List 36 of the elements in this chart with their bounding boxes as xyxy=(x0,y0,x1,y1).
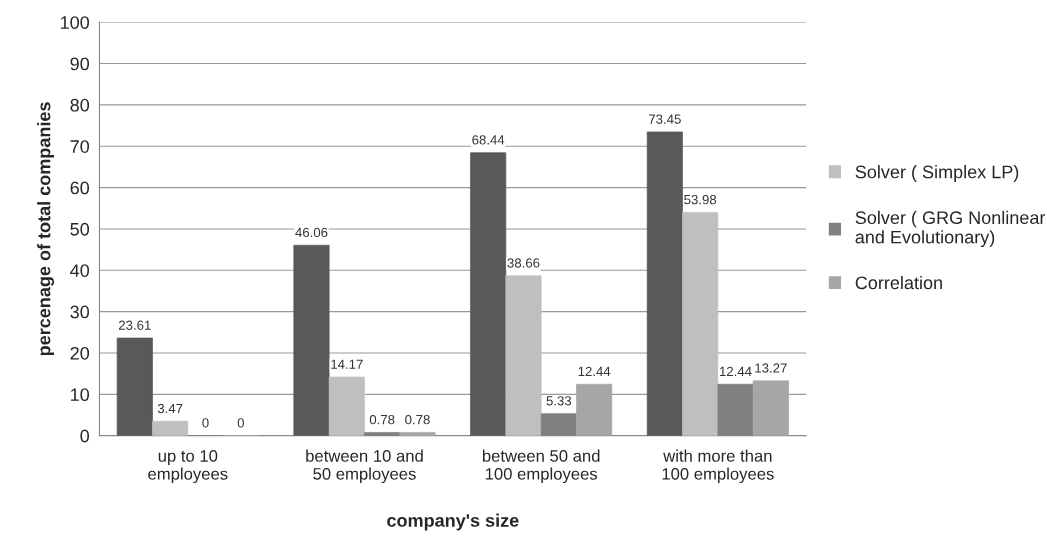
legend-label: Solver ( GRG Nonlinear and Evolutionary) xyxy=(855,210,1046,248)
y-tick-label: 50 xyxy=(70,222,90,236)
data-label: 0 xyxy=(237,418,244,428)
data-label: 46.06 xyxy=(295,227,328,238)
data-label: 53.98 xyxy=(684,194,717,205)
y-axis-title: percenage of total companies xyxy=(37,102,55,356)
x-tick-label: with more than 100 employees xyxy=(662,449,774,484)
x-tick-label: up to 10 employees xyxy=(148,450,228,484)
data-label: 38.66 xyxy=(507,258,540,268)
data-label: 13.27 xyxy=(755,363,787,373)
data-label: 73.45 xyxy=(649,114,681,124)
legend-label: Solver ( Simplex LP) xyxy=(855,165,1019,182)
y-tick-label: 90 xyxy=(70,57,90,71)
y-tick-label: 0 xyxy=(80,429,90,443)
data-label: 3.47 xyxy=(157,403,183,414)
data-label: 0.78 xyxy=(369,414,395,425)
x-axis-title: company's size xyxy=(387,513,519,531)
y-tick-label: 30 xyxy=(70,305,90,319)
y-tick-label: 70 xyxy=(70,140,90,153)
y-tick-label: 10 xyxy=(71,388,90,402)
data-label: 12.44 xyxy=(720,366,752,376)
x-tick-label: between 50 and 100 employees xyxy=(482,449,600,484)
y-tick-label: 20 xyxy=(70,346,90,360)
data-label: 14.17 xyxy=(331,359,363,369)
data-label: 5.33 xyxy=(546,396,572,406)
y-tick-label: 60 xyxy=(70,181,90,195)
data-label: 68.44 xyxy=(472,135,505,145)
x-tick-label: between 10 and 50 employees xyxy=(306,449,423,484)
y-tick-label: 100 xyxy=(61,16,90,29)
data-label: 0.78 xyxy=(405,414,430,425)
y-tick-label: 80 xyxy=(70,98,90,112)
legend-label: Correlation xyxy=(855,275,942,290)
data-label: 23.61 xyxy=(118,320,151,330)
data-label: 12.44 xyxy=(578,366,611,376)
data-label: 0 xyxy=(202,418,209,428)
y-tick-label: 40 xyxy=(70,264,90,278)
